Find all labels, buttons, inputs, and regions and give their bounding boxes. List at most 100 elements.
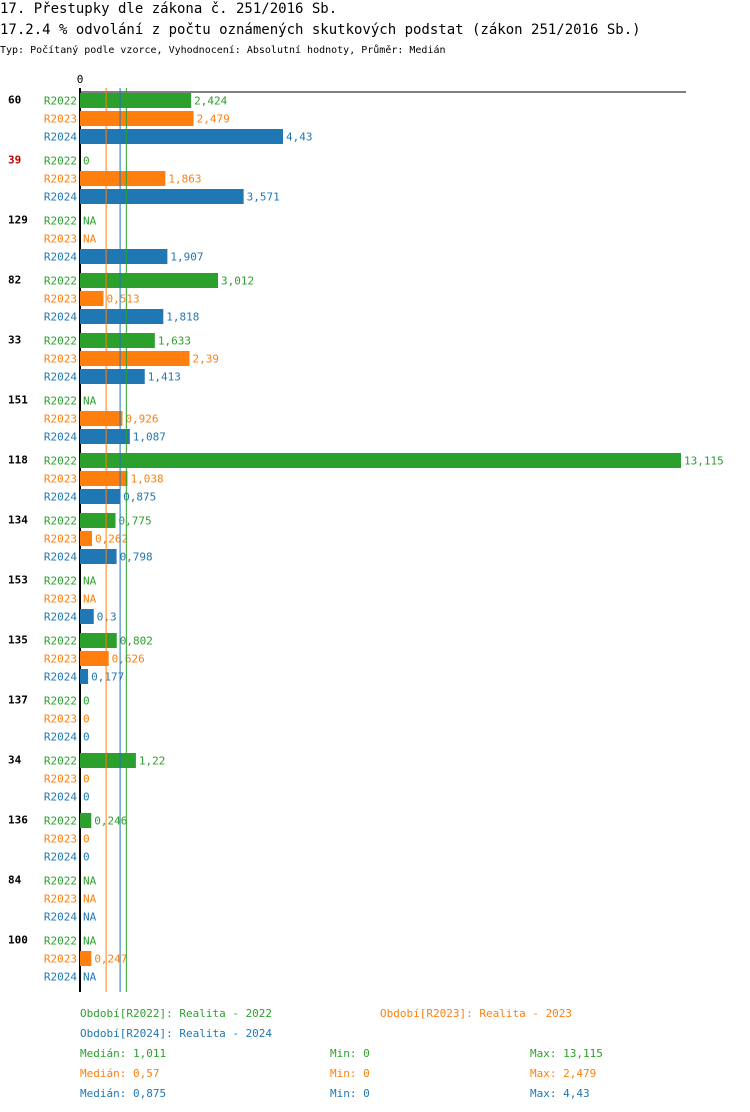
bar [80,291,104,306]
series-row-label: R2024 [44,971,77,984]
series-row-label: R2024 [44,251,77,264]
series-row-label: R2023 [44,413,77,426]
series-row-label: R2023 [44,953,77,966]
value-label: 0 [83,833,90,846]
bar [80,651,109,666]
series-row-label: R2022 [44,815,77,828]
category-label: 39 [8,154,21,167]
value-label: NA [83,893,97,906]
series-row-label: R2024 [44,491,77,504]
value-label: NA [83,875,97,888]
series-row-label: R2023 [44,353,77,366]
series-row-label: R2024 [44,551,77,564]
series-row-label: R2023 [44,473,77,486]
category-label: 60 [8,94,21,107]
value-label: NA [83,911,97,924]
category-label: 33 [8,334,21,347]
stat-max: Max: 2,479 [530,1067,596,1080]
value-label: 1,087 [133,431,166,444]
series-row-label: R2023 [44,773,77,786]
value-label: 0 [83,731,90,744]
series-row-label: R2023 [44,833,77,846]
category-label: 118 [8,454,28,467]
value-label: NA [83,593,97,606]
value-label: 1,633 [158,335,191,348]
value-label: 0 [83,791,90,804]
series-row-label: R2023 [44,233,77,246]
category-label: 84 [8,874,22,887]
bar [80,609,94,624]
value-label: 1,22 [139,755,166,768]
series-row-label: R2024 [44,131,77,144]
bar [80,753,136,768]
stat-median: Medián: 0,57 [80,1067,159,1080]
series-row-label: R2024 [44,851,77,864]
series-row-label: R2023 [44,113,77,126]
category-label: 129 [8,214,28,227]
category-label: 134 [8,514,28,527]
stat-median: Medián: 1,011 [80,1047,166,1060]
bar [80,333,155,348]
series-row-label: R2022 [44,95,77,108]
legend-entry: Období[R2024]: Realita - 2024 [80,1027,272,1040]
series-row-label: R2023 [44,533,77,546]
series-row-label: R2022 [44,875,77,888]
series-row-label: R2024 [44,731,77,744]
bar [80,351,190,366]
series-row-label: R2022 [44,575,77,588]
bar [80,489,121,504]
value-label: 4,43 [286,131,313,144]
series-row-label: R2022 [44,275,77,288]
chart-description: Typ: Počítaný podle vzorce, Vyhodnocení:… [0,44,446,56]
bar [80,669,89,684]
series-row-label: R2022 [44,695,77,708]
value-label: 0,626 [112,653,145,666]
series-row-label: R2022 [44,395,77,408]
value-label: 0,798 [120,551,153,564]
bar [80,813,92,828]
value-label: 0 [83,713,90,726]
value-label: 0,926 [125,413,158,426]
legend-entry: Období[R2022]: Realita - 2022 [80,1007,272,1020]
category-label: 153 [8,574,28,587]
series-row-label: R2023 [44,713,77,726]
value-label: 0,513 [107,293,140,306]
value-label: 0,247 [94,953,127,966]
bar [80,951,92,966]
bar [80,471,128,486]
value-label: 1,038 [131,473,164,486]
value-label: 0,775 [119,515,152,528]
bar [80,249,168,264]
chart-title: 17. Přestupky dle zákona č. 251/2016 Sb. [0,1,337,17]
value-label: NA [83,575,97,588]
stat-min: Min: 0 [330,1087,370,1100]
bar [80,369,145,384]
category-label: 100 [8,934,28,947]
bar [80,549,117,564]
stat-min: Min: 0 [330,1067,370,1080]
bar [80,171,166,186]
stat-max: Max: 4,43 [530,1087,590,1100]
value-label: 1,818 [166,311,199,324]
value-label: NA [83,215,97,228]
stat-max: Max: 13,115 [530,1047,603,1060]
value-label: NA [83,971,97,984]
series-row-label: R2023 [44,893,77,906]
value-label: 2,479 [197,113,230,126]
value-label: NA [83,395,97,408]
chart-subtitle: 17.2.4 % odvolání z počtu oznámených sku… [0,22,641,38]
series-row-label: R2024 [44,311,77,324]
x-tick-label: 0 [77,73,84,86]
value-label: 2,424 [194,95,227,108]
series-row-label: R2022 [44,155,77,168]
value-label: 13,115 [684,455,724,468]
value-label: 0 [83,695,90,708]
value-label: 0,177 [91,671,124,684]
category-label: 151 [8,394,28,407]
bar [80,411,123,426]
category-label: 82 [8,274,21,287]
series-row-label: R2022 [44,935,77,948]
value-label: 0 [83,773,90,786]
value-label: NA [83,935,97,948]
category-label: 135 [8,634,28,647]
